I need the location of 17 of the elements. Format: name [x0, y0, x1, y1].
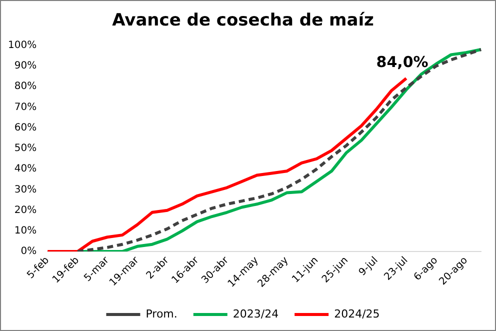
- y-tick-label: 10%: [14, 226, 37, 237]
- y-tick-label: 60%: [14, 122, 37, 134]
- y-tick-label: 90%: [14, 60, 37, 72]
- y-tick-label: 30%: [14, 184, 37, 196]
- y-tick-label: 80%: [14, 81, 37, 92]
- data-label: 84,0%: [376, 52, 428, 71]
- y-tick-label: 70%: [14, 102, 37, 113]
- y-tick-label: 100%: [8, 40, 37, 51]
- y-tick-label: 50%: [14, 143, 37, 154]
- legend-label: 2024/25: [334, 307, 380, 320]
- legend-label: 2023/24: [232, 307, 279, 320]
- legend-label: Prom.: [146, 307, 178, 320]
- line-series: [76, 48, 482, 252]
- chart-title: Avance de cosecha de maíz: [112, 10, 374, 31]
- y-tick-label: 20%: [14, 204, 37, 216]
- y-tick-label: 40%: [14, 164, 37, 175]
- y-tick-label: 0%: [20, 246, 37, 258]
